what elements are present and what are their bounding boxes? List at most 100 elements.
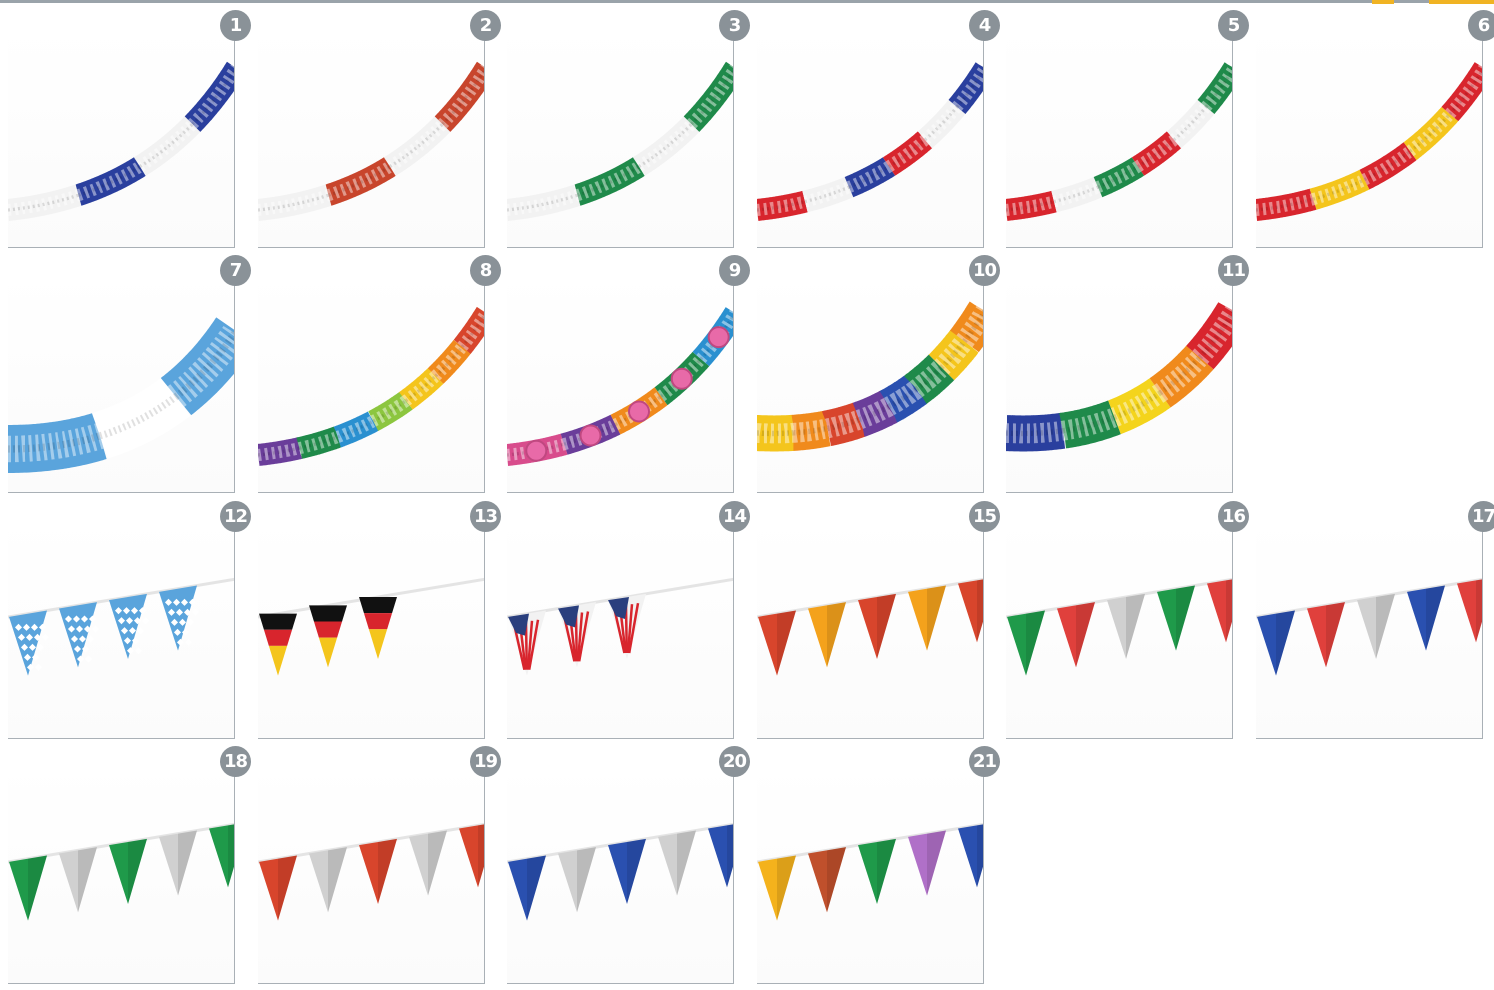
pennant-stripe	[574, 613, 579, 662]
product-tile	[757, 762, 985, 990]
garland-texture	[612, 391, 665, 431]
pennant-band	[318, 637, 338, 668]
garland-texture	[885, 135, 929, 172]
product-tile	[8, 26, 236, 254]
pennant-diamond	[91, 625, 100, 633]
pennant-shade	[777, 610, 796, 676]
pennant-shape	[958, 579, 983, 643]
product-tile	[8, 517, 236, 745]
pennant-stripe	[627, 602, 640, 654]
garland-texture	[687, 64, 733, 129]
pennant-diamond	[136, 627, 145, 635]
product-tile	[1006, 271, 1234, 499]
product-tile	[507, 271, 735, 499]
pennant-shape	[608, 838, 646, 904]
item-number-badge: 17	[1468, 501, 1494, 532]
garland-texture	[1052, 181, 1101, 208]
pennant-flag	[858, 838, 896, 904]
product-image	[1256, 62, 1482, 221]
garland-shading	[507, 193, 579, 212]
pennant-diamond	[191, 608, 200, 616]
garland-segment	[1059, 400, 1121, 449]
item-number-badge: 1	[220, 10, 251, 41]
pennant-shape	[109, 838, 147, 904]
product-image	[507, 61, 733, 221]
garland-shading	[372, 399, 407, 423]
garland-texture	[258, 189, 331, 217]
pennant-shade	[278, 855, 297, 921]
pennant-flag	[359, 838, 397, 904]
pennant-diamond	[78, 635, 87, 643]
garland-segment	[296, 426, 342, 459]
product-image	[8, 317, 234, 473]
garland-texture	[855, 397, 895, 429]
pennant-shape	[309, 847, 347, 913]
garland-texture	[95, 385, 184, 449]
pennant-shade	[378, 838, 397, 904]
pennant-diamond	[88, 615, 97, 623]
pennant-shape	[858, 593, 896, 659]
garland-texture	[326, 161, 394, 201]
product-tile	[258, 517, 486, 745]
garland-texture	[1201, 64, 1232, 111]
pennant-shade	[977, 579, 983, 643]
pennant-shade	[1126, 593, 1145, 659]
pennant-flag	[608, 838, 646, 904]
pennant-diamond	[184, 638, 193, 646]
pennant-flag	[259, 613, 297, 676]
pennant-shape	[59, 847, 97, 913]
pennant-flag	[1007, 610, 1045, 676]
garland-segment	[325, 157, 396, 206]
garland-shading	[887, 386, 918, 409]
pennant-shape	[59, 602, 97, 668]
garland-segment	[1403, 106, 1459, 161]
pennant-stripe	[524, 621, 529, 670]
pennant-shade	[178, 830, 197, 896]
item-number-badge: 16	[1218, 501, 1249, 532]
pennant-stripe	[526, 620, 534, 670]
product-tile	[507, 517, 735, 745]
pennant-shade	[1326, 602, 1345, 668]
pennant-shade	[478, 824, 484, 888]
garland-segment	[1166, 99, 1215, 149]
pennant-shape	[9, 855, 47, 921]
pennant-flag	[1107, 593, 1145, 659]
garland-texture	[934, 335, 973, 375]
garland-shading	[690, 67, 733, 126]
garland-texture	[386, 119, 447, 172]
product-tile	[1006, 26, 1234, 254]
pennant-flag	[958, 579, 983, 643]
garland-segment	[949, 301, 983, 353]
garland-shading	[298, 435, 339, 450]
item-number-badge: 19	[470, 746, 501, 777]
product-image	[258, 577, 484, 676]
product-tile	[507, 26, 735, 254]
item-number-badge: 13	[470, 501, 501, 532]
item-number-badge: 21	[969, 746, 1000, 777]
pennant-shade	[28, 855, 47, 921]
garland-shading	[1113, 390, 1162, 420]
product-image	[507, 822, 733, 921]
pennant-flag	[59, 847, 97, 913]
pennant-diamond	[67, 625, 76, 633]
pennant-diamond	[41, 633, 50, 641]
garland-shading	[1312, 178, 1366, 201]
garland-segment	[1131, 131, 1182, 176]
product-image	[757, 62, 983, 221]
pennant-shade	[1076, 602, 1095, 668]
garland-texture	[1256, 193, 1316, 217]
product-tile	[8, 762, 236, 990]
garland-segment	[1006, 190, 1057, 221]
pennant-diamond	[126, 647, 135, 655]
pennant-flag	[608, 593, 646, 659]
pennant-flag	[558, 602, 596, 668]
garland-shading	[1158, 355, 1202, 396]
item-number-badge: 15	[969, 501, 1000, 532]
garland-shading	[638, 122, 693, 168]
pennant-flag	[858, 593, 896, 659]
garland-shading	[563, 423, 617, 446]
product-image	[507, 577, 733, 676]
garland-texture	[136, 119, 197, 172]
garland-ball	[525, 439, 548, 462]
garland-segment	[453, 306, 484, 354]
